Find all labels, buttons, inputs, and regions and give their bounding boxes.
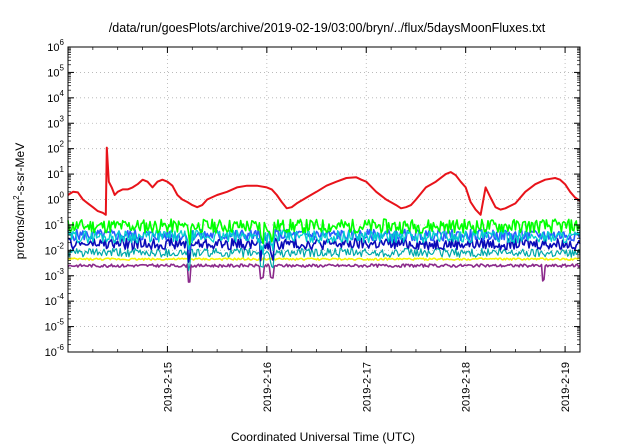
y-tick-label: 10-4	[45, 292, 65, 308]
x-tick-label: 2019-2-19	[560, 362, 572, 412]
y-axis-ticks: 10-6 10-5 10-4 10-3 10-2 10-1 100 101 102 103 104 1…	[45, 38, 580, 359]
y-tick-label: 104	[47, 89, 64, 105]
y-tick-label: 10-1	[45, 216, 65, 232]
series-line	[67, 263, 581, 283]
data-series	[67, 146, 581, 283]
series-line	[67, 146, 581, 216]
y-axis-label: protons/cm2-s-sr-MeV	[12, 143, 27, 259]
y-tick-label: 10-6	[45, 343, 65, 359]
x-axis-label: Coordinated Universal Time (UTC)	[231, 430, 415, 444]
y-tick-label: 10-5	[45, 318, 65, 334]
y-tick-label: 10-3	[45, 267, 65, 283]
y-tick-label: 102	[47, 140, 64, 156]
series-line	[67, 218, 581, 246]
x-tick-label: 2019-2-16	[262, 362, 274, 412]
y-tick-label: 101	[47, 165, 64, 181]
series-line	[67, 237, 581, 263]
x-axis-ticks: 2019-2-15 2019-2-16 2019-2-17 2019-2-18 2019…	[92, 47, 572, 412]
x-tick-label: 2019-2-15	[162, 362, 174, 412]
x-tick-label: 2019-2-18	[461, 362, 473, 412]
x-tick-label: 2019-2-17	[361, 362, 373, 412]
series-line	[67, 257, 581, 261]
y-tick-label: 105	[47, 63, 64, 79]
grid-lines	[68, 47, 580, 352]
series-line	[67, 229, 581, 255]
y-tick-label: 10-2	[45, 241, 65, 257]
series-line	[67, 247, 581, 272]
y-tick-label: 103	[47, 114, 64, 130]
y-tick-label: 100	[47, 191, 64, 207]
chart-title: /data/run/goesPlots/archive/2019-02-19/0…	[109, 21, 546, 35]
y-tick-label: 106	[47, 38, 64, 54]
